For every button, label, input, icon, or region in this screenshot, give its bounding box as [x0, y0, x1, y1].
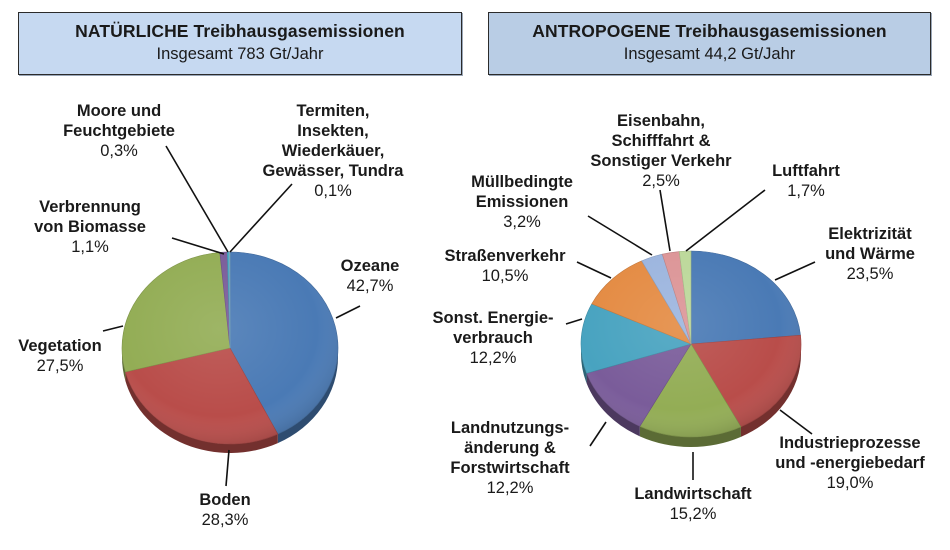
natural-slice-side-2	[122, 348, 126, 381]
anthropogenic-emissions-title: ANTROPOGENE Treibhausgasemissionen	[532, 21, 887, 41]
label-muell-name-1: Müllbedingte	[471, 173, 573, 191]
label-industrie-name-2: und -energiebedarf	[775, 454, 925, 472]
natural-emissions-header: NATÜRLICHE Treibhausgasemissionen Insges…	[18, 12, 462, 75]
leader-line-ozeane	[335, 305, 361, 319]
natural-emissions-pie	[121, 251, 339, 454]
label-boden-name: Boden	[199, 491, 251, 509]
anthropogenic-slice-side-3	[586, 373, 640, 437]
label-landwirtschaft-value: 15,2%	[669, 505, 717, 523]
label-termiten-value: 0,1%	[314, 182, 352, 200]
label-eisenbahn: Eisenbahn, Schifffahrt & Sonstiger Verke…	[576, 111, 746, 191]
label-strassenverkehr: Straßenverkehr 10,5%	[430, 246, 580, 286]
label-ozeane: Ozeane 42,7%	[330, 256, 410, 296]
label-elektrizitaet: Elektrizität und Wärme 23,5%	[810, 224, 930, 284]
label-ozeane-name: Ozeane	[340, 257, 400, 275]
label-landnutzung: Landnutzungs- änderung & Forstwirtschaft…	[436, 418, 584, 498]
anthropogenic-emissions-pie	[580, 250, 802, 447]
label-landnutzung-name-1: Landnutzungs-	[450, 419, 570, 437]
leader-line-strassenverkehr	[576, 261, 612, 279]
label-biomasse: Verbrennung von Biomasse 1,1%	[22, 197, 158, 257]
label-landwirtschaft-name: Landwirtschaft	[634, 485, 752, 503]
natural-shine-overlay	[122, 252, 338, 444]
anthropogenic-slice-side-4	[581, 344, 587, 384]
label-moore: Moore und Feuchtgebiete 0,3%	[54, 101, 184, 161]
leader-line-elektrizitaet	[774, 261, 816, 281]
label-moore-name-2: Feuchtgebiete	[63, 122, 175, 140]
label-ozeane-value: 42,7%	[346, 277, 394, 295]
label-moore-name-1: Moore und	[76, 102, 162, 120]
leader-line-landnutzung	[589, 421, 607, 447]
label-luftfahrt: Luftfahrt 1,7%	[756, 161, 856, 201]
anthropogenic-emissions-header: ANTROPOGENE Treibhausgasemissionen Insge…	[488, 12, 931, 75]
label-landwirtschaft: Landwirtschaft 15,2%	[618, 484, 768, 524]
label-sonst-energie-name-2: verbrauch	[453, 329, 533, 347]
label-vegetation: Vegetation 27,5%	[6, 336, 114, 376]
label-moore-value: 0,3%	[100, 142, 138, 160]
label-muell: Müllbedingte Emissionen 3,2%	[456, 172, 588, 232]
label-industrie-name-1: Industrieprozesse	[779, 434, 921, 452]
anthropogenic-emissions-total: Insgesamt 44,2 Gt/Jahr	[623, 45, 796, 63]
anthropogenic-shine-overlay	[581, 251, 801, 437]
leader-line-boden	[225, 449, 230, 487]
label-vegetation-name: Vegetation	[18, 337, 102, 355]
label-termiten-name-1: Termiten,	[296, 102, 370, 120]
label-eisenbahn-name-3: Sonstiger Verkehr	[590, 152, 732, 170]
leader-line-luftfahrt	[685, 189, 766, 252]
label-termiten-name-4: Gewässer, Tundra	[262, 162, 404, 180]
label-termiten: Termiten, Insekten, Wiederkäuer, Gewässe…	[250, 101, 416, 201]
anthropogenic-slice-side-1	[740, 344, 801, 437]
label-sonst-energie-value: 12,2%	[469, 349, 517, 367]
label-strassenverkehr-name: Straßenverkehr	[444, 247, 566, 265]
leader-line-biomasse	[171, 237, 225, 255]
label-termiten-name-3: Wiederkäuer,	[281, 142, 385, 160]
leader-line-muell	[587, 215, 653, 256]
label-vegetation-value: 27,5%	[36, 357, 84, 375]
label-boden-value: 28,3%	[201, 511, 249, 529]
label-eisenbahn-value: 2,5%	[642, 172, 680, 190]
natural-emissions-total: Insgesamt 783 Gt/Jahr	[156, 45, 324, 63]
leader-line-termiten	[229, 183, 293, 253]
anthropogenic-slice-side-2	[639, 426, 741, 447]
label-biomasse-value: 1,1%	[71, 238, 109, 256]
label-eisenbahn-name-1: Eisenbahn,	[616, 112, 706, 130]
label-elektrizitaet-value: 23,5%	[846, 265, 894, 283]
label-sonst-energie: Sonst. Energie- verbrauch 12,2%	[418, 308, 568, 368]
label-muell-value: 3,2%	[503, 213, 541, 231]
label-biomasse-name-1: Verbrennung	[39, 198, 141, 216]
leader-line-industrie	[779, 409, 813, 435]
label-sonst-energie-name-1: Sonst. Energie-	[432, 309, 554, 327]
label-landnutzung-value: 12,2%	[486, 479, 534, 497]
natural-slice-side-0	[277, 348, 338, 444]
leader-lines	[102, 145, 816, 487]
label-luftfahrt-name: Luftfahrt	[772, 162, 840, 180]
leader-line-moore	[165, 145, 229, 253]
leader-line-sonst-energie	[565, 318, 583, 325]
leader-line-vegetation	[102, 325, 124, 332]
label-elektrizitaet-name-2: und Wärme	[825, 245, 915, 263]
label-landnutzung-name-3: Forstwirtschaft	[450, 459, 570, 477]
label-termiten-name-2: Insekten,	[297, 122, 369, 140]
label-boden: Boden 28,3%	[185, 490, 265, 530]
label-industrie-value: 19,0%	[826, 474, 874, 492]
label-strassenverkehr-value: 10,5%	[481, 267, 529, 285]
label-elektrizitaet-name-1: Elektrizität	[828, 225, 912, 243]
label-muell-name-2: Emissionen	[475, 193, 569, 211]
natural-slice-side-1	[125, 371, 278, 454]
natural-emissions-title: NATÜRLICHE Treibhausgasemissionen	[75, 21, 405, 41]
leader-line-eisenbahn	[659, 189, 671, 252]
label-luftfahrt-value: 1,7%	[787, 182, 825, 200]
label-industrie: Industrieprozesse und -energiebedarf 19,…	[755, 433, 945, 493]
label-biomasse-name-2: von Biomasse	[34, 218, 146, 236]
label-eisenbahn-name-2: Schifffahrt &	[611, 132, 711, 150]
label-landnutzung-name-2: änderung &	[464, 439, 556, 457]
